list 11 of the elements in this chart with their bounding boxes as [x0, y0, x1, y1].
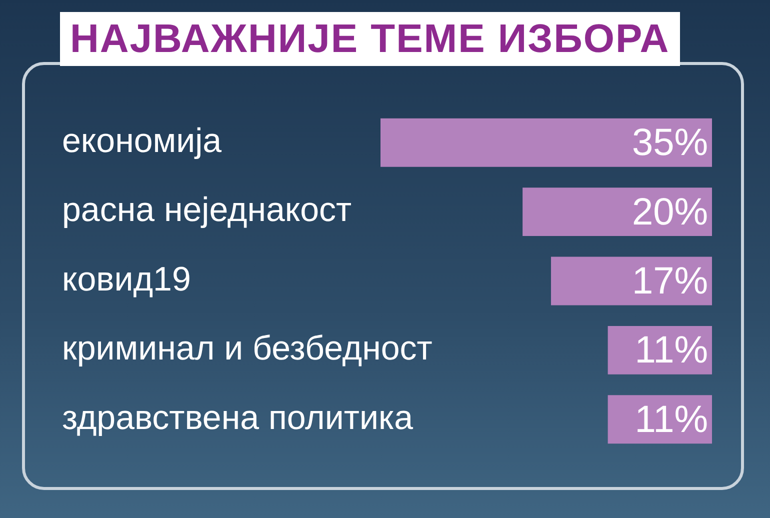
y-tick-label: здравствена политика — [62, 398, 414, 437]
data-label: 11% — [634, 398, 708, 441]
data-label: 20% — [632, 191, 708, 234]
y-tick-label: расна неједнакост — [62, 191, 352, 230]
data-label: 17% — [632, 260, 708, 302]
data-label: 11% — [634, 330, 708, 372]
data-label: 35% — [632, 122, 708, 164]
y-tick-label: криминал и безбедност — [62, 330, 432, 368]
y-tick-label: економија — [62, 122, 222, 160]
y-tick-label: ковид19 — [62, 260, 191, 298]
chart-title: НАЈВАЖНИЈЕ ТЕМЕ ИЗБОРА — [60, 12, 680, 66]
